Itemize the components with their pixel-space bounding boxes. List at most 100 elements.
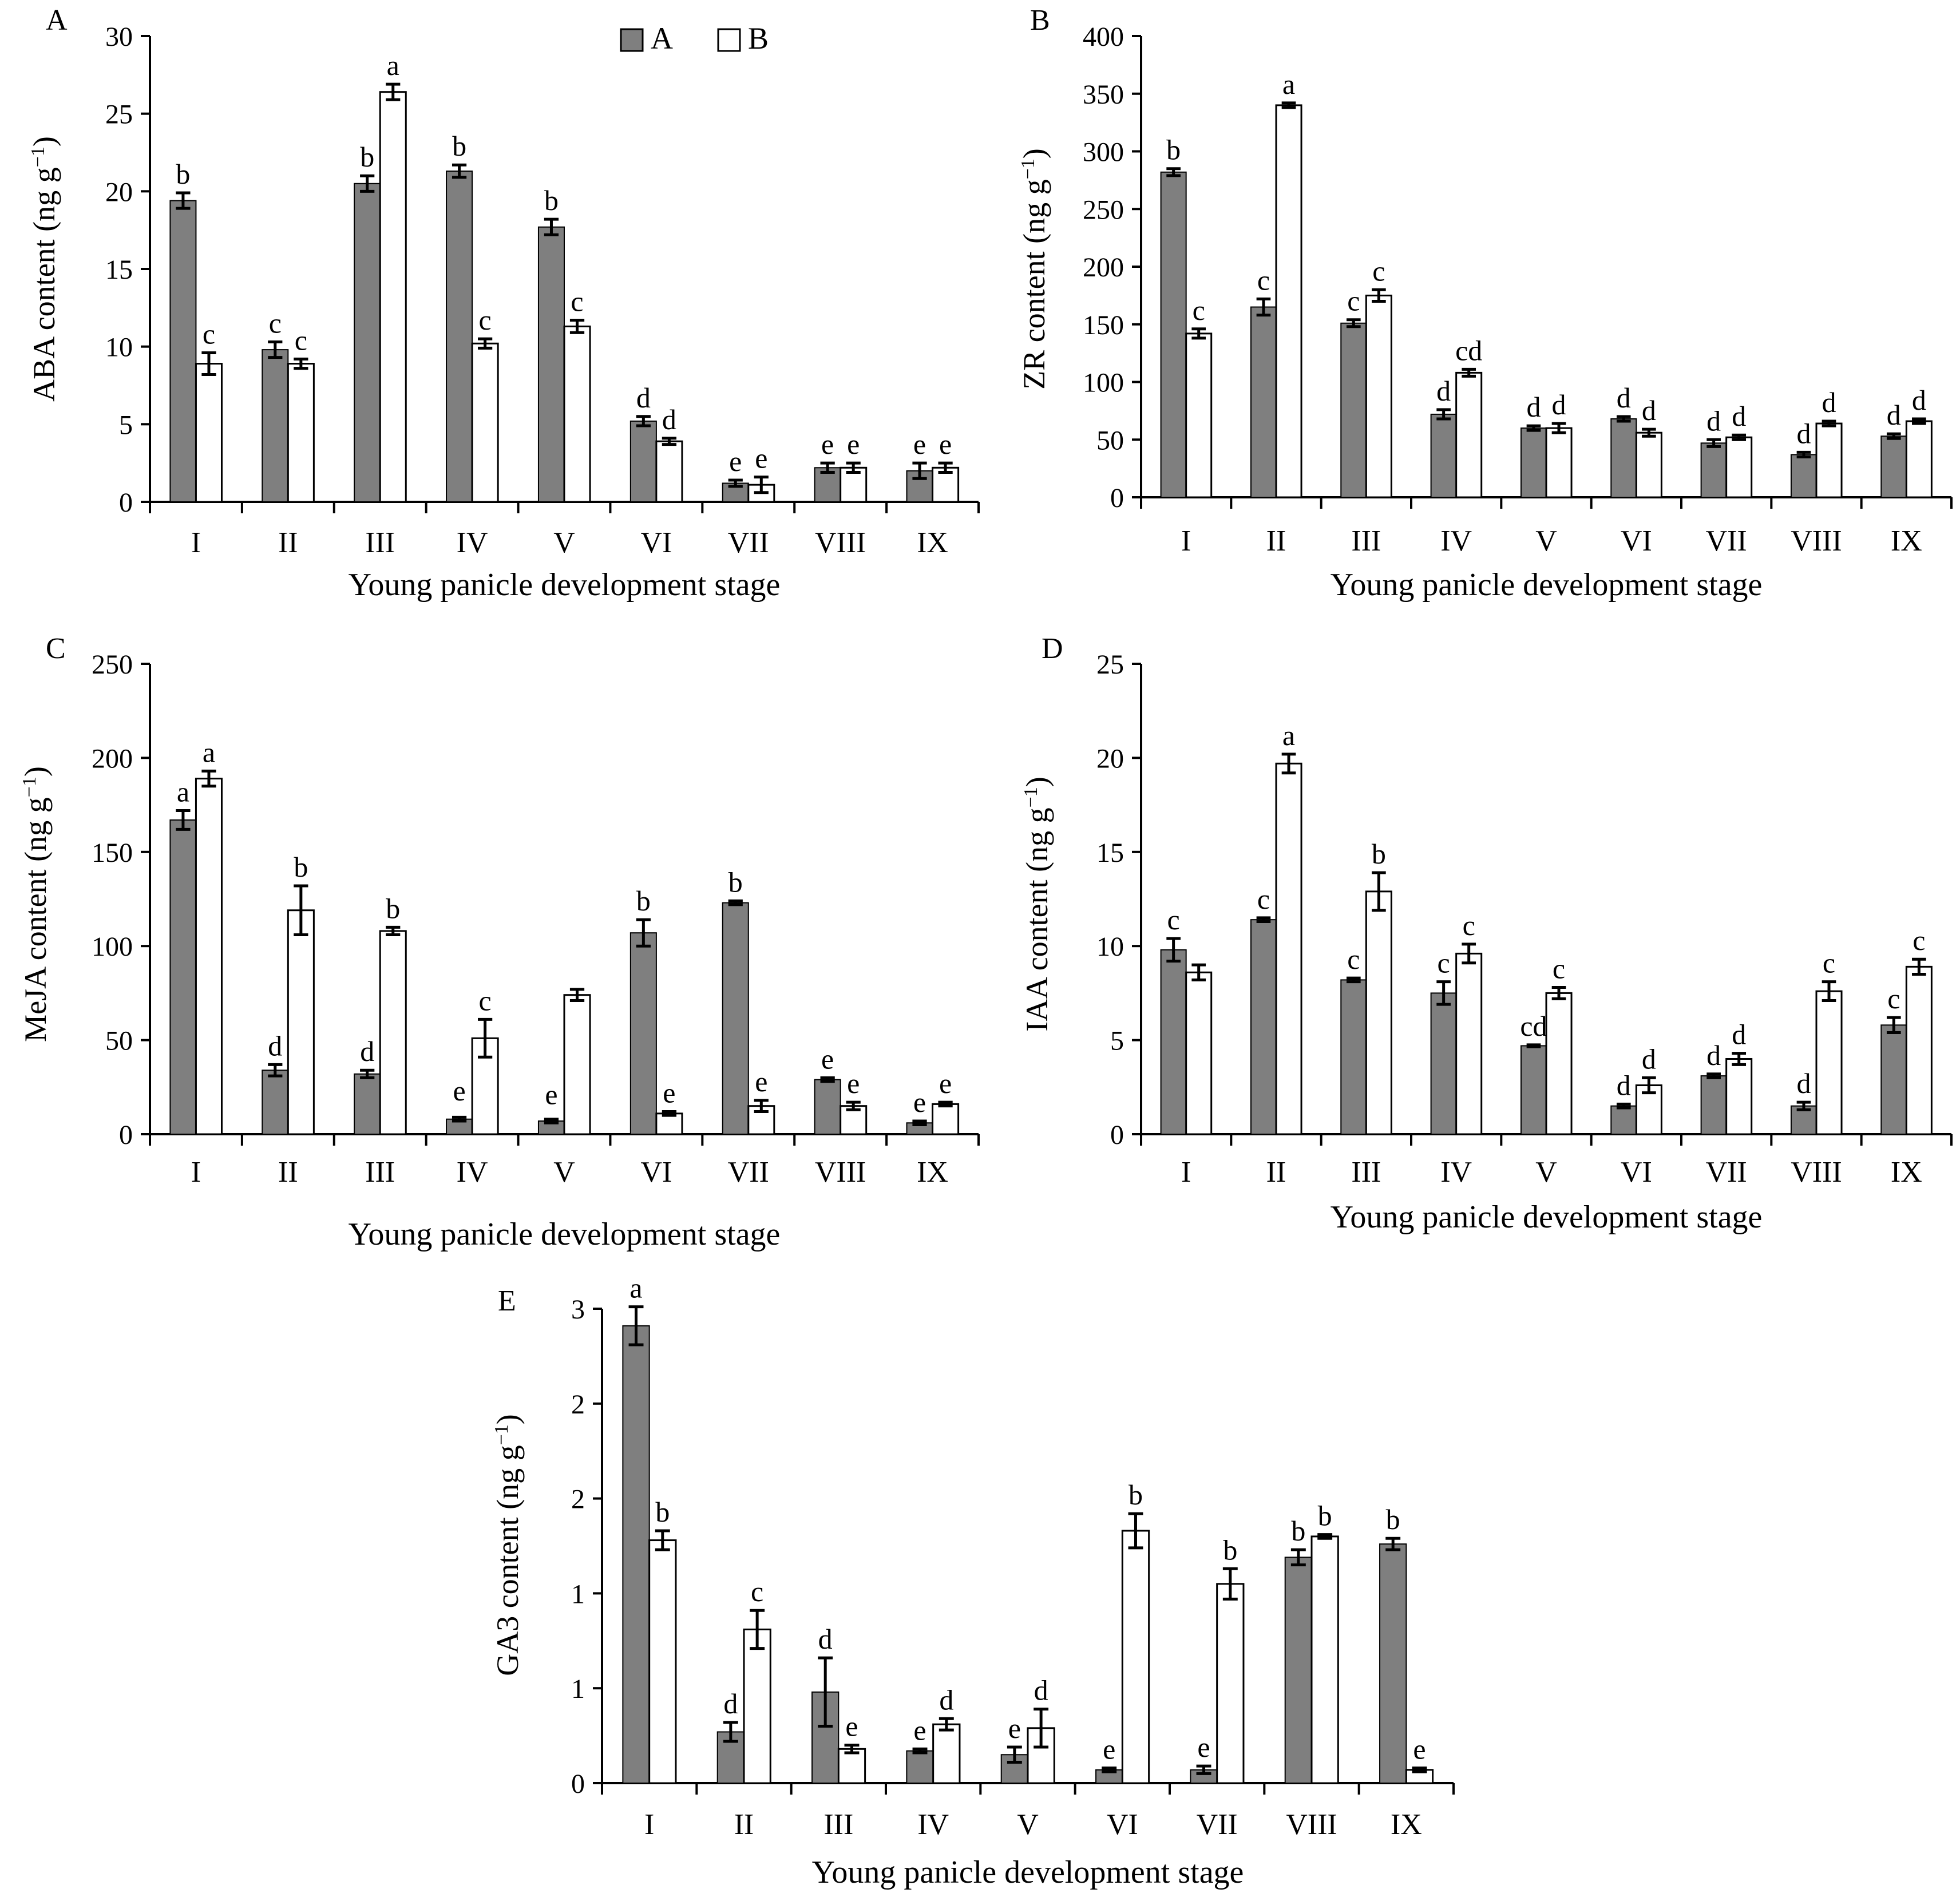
y-tick-label: 2 xyxy=(571,1389,585,1420)
y-tick-label: 0 xyxy=(571,1769,585,1799)
significance-letter: c xyxy=(1257,264,1270,296)
significance-letter: a xyxy=(203,736,215,768)
bar-series-a xyxy=(1430,413,1457,498)
y-tick-label: 10 xyxy=(105,332,133,363)
significance-letter: a xyxy=(1282,68,1295,100)
y-tick-label: 10 xyxy=(1096,932,1124,962)
y-tick-label: 3 xyxy=(571,1294,585,1325)
bar-series-a xyxy=(169,200,197,502)
x-tick-label: VI xyxy=(1621,525,1652,557)
y-tick-label: 30 xyxy=(105,22,133,52)
significance-letter: c xyxy=(1823,947,1835,979)
significance-letter: c xyxy=(1887,983,1900,1015)
bar-series-a xyxy=(1880,435,1907,498)
bar-series-a xyxy=(446,171,473,502)
bar-series-b xyxy=(379,91,407,503)
bar-series-a xyxy=(1160,949,1187,1135)
bar-series-b xyxy=(195,363,223,503)
bar-series-a xyxy=(262,1070,289,1135)
y-tick-label: 25 xyxy=(1096,650,1124,680)
x-tick-label: III xyxy=(365,1156,395,1189)
significance-letter: e xyxy=(847,428,860,460)
significance-letter: d xyxy=(1034,1674,1048,1706)
y-tick-label: 0 xyxy=(1110,1120,1124,1150)
x-tick-label: II xyxy=(1266,525,1286,557)
x-tick-label: III xyxy=(823,1808,853,1841)
significance-letter: e xyxy=(913,428,926,460)
significance-letter: b xyxy=(636,885,651,917)
x-tick-label: V xyxy=(1017,1808,1039,1841)
bar-series-b xyxy=(1275,104,1302,498)
significance-letter: d xyxy=(360,1035,374,1067)
significance-letter: e xyxy=(663,1077,675,1109)
significance-letter: e xyxy=(1008,1712,1021,1744)
significance-letter: c xyxy=(1193,294,1205,326)
x-tick-label: I xyxy=(644,1808,654,1841)
bar-series-b xyxy=(1815,990,1843,1135)
significance-letter: c xyxy=(203,318,215,350)
significance-letter: b xyxy=(1291,1515,1305,1547)
significance-letter: e xyxy=(1197,1731,1210,1763)
x-axis-title: Young panicle development stage xyxy=(1331,1199,1763,1235)
x-tick-label: II xyxy=(278,1156,298,1189)
significance-letter: e xyxy=(939,428,952,460)
x-tick-label: VIII xyxy=(815,526,866,559)
bar-series-a xyxy=(354,183,381,502)
x-tick-label: I xyxy=(191,526,201,559)
x-tick-label: IV xyxy=(1440,1156,1472,1189)
significance-letter: e xyxy=(821,1043,834,1075)
significance-letter: d xyxy=(1822,386,1836,418)
significance-letter: c xyxy=(479,304,492,336)
bar-series-a xyxy=(1700,442,1727,498)
significance-letter: d xyxy=(636,382,651,414)
y-tick-label: 0 xyxy=(119,1120,133,1150)
y-tick-label: 100 xyxy=(1083,368,1124,398)
x-tick-label: III xyxy=(365,526,395,559)
y-tick-label: 5 xyxy=(1110,1026,1124,1056)
significance-letter: c xyxy=(269,307,282,339)
significance-letter: e xyxy=(453,1075,465,1107)
bar-series-b xyxy=(1365,890,1392,1135)
bar-series-a xyxy=(814,1079,841,1135)
bar-series-b xyxy=(1725,1058,1753,1135)
significance-letter: b xyxy=(1129,1479,1143,1511)
significance-letter: e xyxy=(755,442,767,474)
y-tick-label: 350 xyxy=(1083,80,1124,110)
significance-letter: e xyxy=(913,1086,926,1118)
bar-series-b xyxy=(1216,1583,1245,1784)
legend-label-b: B xyxy=(748,21,769,56)
bar-series-b xyxy=(1455,952,1483,1135)
y-tick-label: 2 xyxy=(571,1484,585,1515)
y-tick-label: 1 xyxy=(571,1674,585,1704)
significance-letter: c xyxy=(479,984,492,1016)
bar-series-a xyxy=(1610,1105,1637,1135)
significance-letter: e xyxy=(845,1710,858,1742)
x-tick-label: VII xyxy=(728,1156,769,1189)
panel-letter: E xyxy=(498,1285,516,1317)
x-tick-label: VII xyxy=(1197,1808,1238,1841)
y-axis-title: ZR content (ng g−1) xyxy=(1017,148,1051,390)
bar-series-a xyxy=(1700,1075,1727,1135)
significance-letter: c xyxy=(295,324,307,356)
significance-letter: d xyxy=(1617,1069,1631,1101)
y-axis-title: ABA content (ng g−1) xyxy=(27,136,61,402)
significance-letter: b xyxy=(1386,1503,1400,1535)
x-axis-title: Young panicle development stage xyxy=(812,1855,1244,1890)
y-tick-label: 50 xyxy=(105,1026,133,1056)
bar-series-b xyxy=(1365,294,1392,498)
bar-series-a xyxy=(1379,1543,1407,1784)
significance-letter: c xyxy=(1553,953,1565,985)
bar-series-b xyxy=(563,325,591,503)
bar-series-b xyxy=(1185,332,1213,498)
significance-letter: d xyxy=(1642,1043,1656,1075)
x-axis-title: Young panicle development stage xyxy=(1331,567,1763,603)
bar-series-b xyxy=(837,1748,866,1784)
x-tick-label: V xyxy=(1535,1156,1557,1189)
bar-series-a xyxy=(1790,454,1818,498)
bar-series-b xyxy=(743,1628,771,1784)
legend-label-a: A xyxy=(651,21,673,56)
significance-letter: b xyxy=(386,892,400,924)
significance-letter: b xyxy=(655,1496,670,1528)
x-tick-label: IX xyxy=(1391,1808,1422,1841)
